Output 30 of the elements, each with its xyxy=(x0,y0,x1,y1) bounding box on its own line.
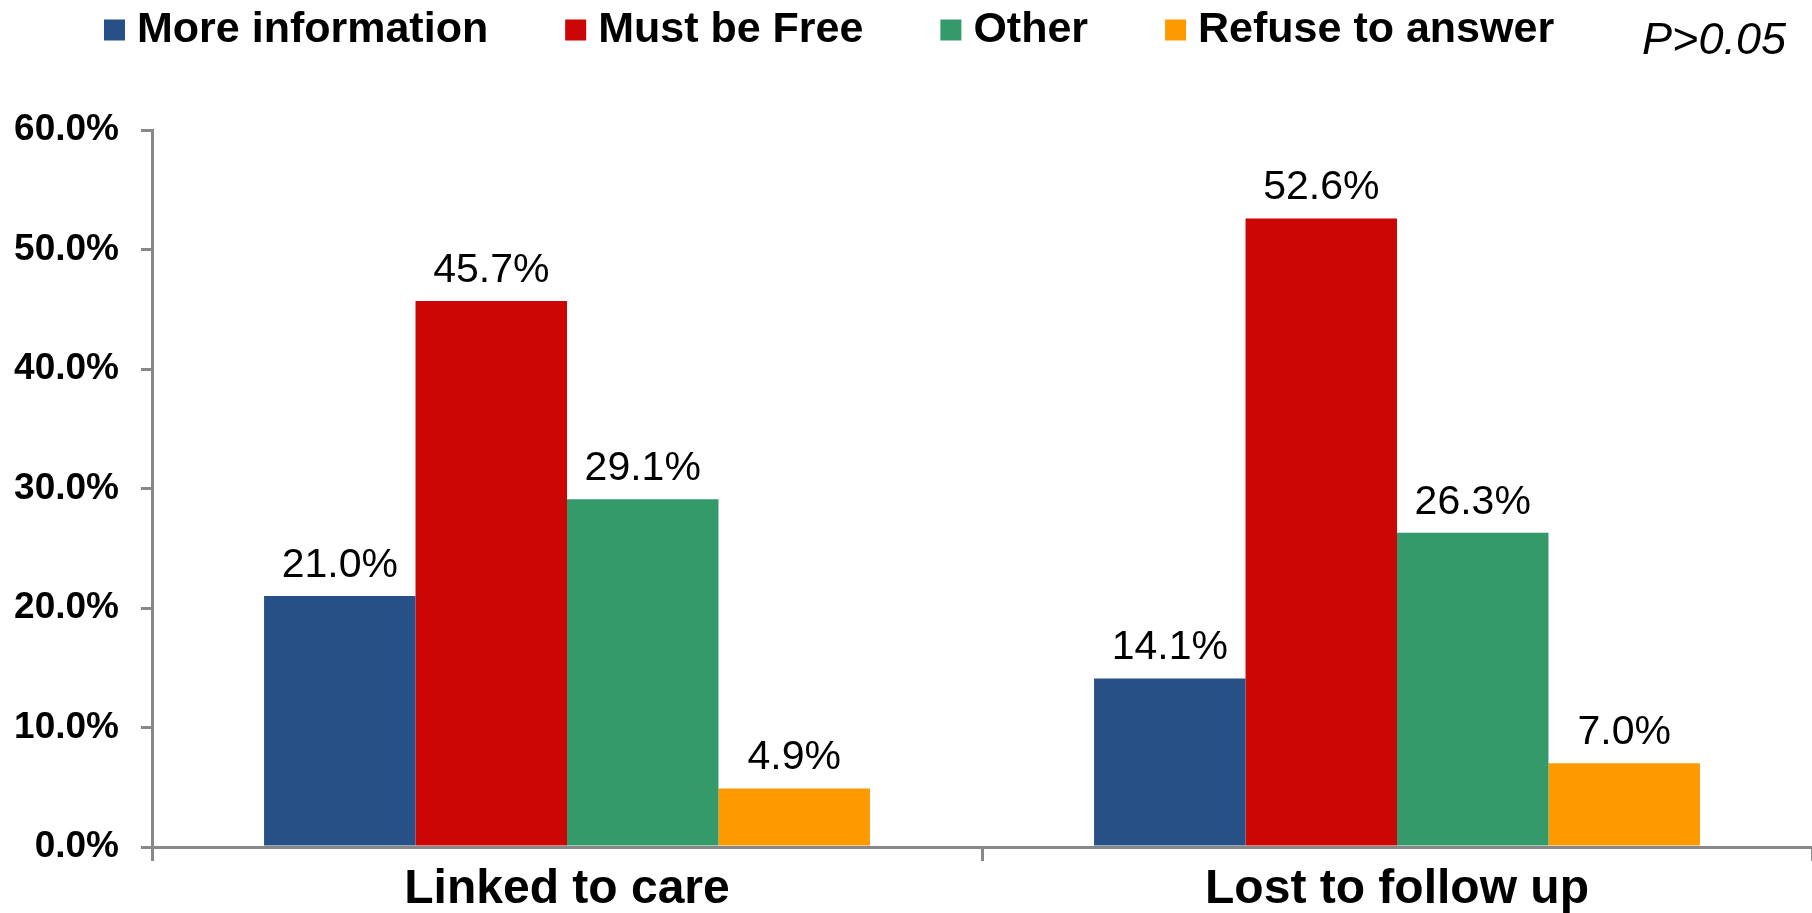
legend-label: Refuse to answer xyxy=(1198,2,1555,51)
data-label: 45.7% xyxy=(433,244,550,291)
bar xyxy=(264,596,416,846)
x-tick-label: Linked to care xyxy=(404,860,730,913)
data-label: 29.1% xyxy=(584,443,701,490)
y-tick-label: 50.0% xyxy=(14,226,119,268)
bar xyxy=(567,499,719,846)
y-tick-label: 20.0% xyxy=(14,585,119,627)
y-tick-label: 30.0% xyxy=(14,465,119,507)
bar xyxy=(1094,678,1246,846)
legend-label: Must be Free xyxy=(598,2,864,51)
bar xyxy=(718,788,870,846)
y-tick-label: 60.0% xyxy=(14,107,119,149)
y-tick-label: 0.0% xyxy=(34,824,119,866)
bar xyxy=(1397,532,1549,846)
legend-label: Other xyxy=(973,2,1089,51)
y-tick-label: 40.0% xyxy=(14,346,119,388)
y-tick-label: 10.0% xyxy=(14,704,119,746)
bar xyxy=(415,300,567,846)
data-label: 14.1% xyxy=(1111,622,1228,669)
legend-label: More information xyxy=(137,2,489,51)
x-tick-label: Lost to follow up xyxy=(1205,860,1589,913)
data-label: 26.3% xyxy=(1414,476,1531,523)
bar xyxy=(1548,763,1700,846)
data-label: 4.9% xyxy=(747,732,841,779)
data-label: 21.0% xyxy=(281,539,398,586)
data-label: 52.6% xyxy=(1263,162,1380,209)
bar xyxy=(1245,218,1397,846)
text: P>0.05 xyxy=(1642,13,1787,64)
data-label: 7.0% xyxy=(1577,707,1671,754)
